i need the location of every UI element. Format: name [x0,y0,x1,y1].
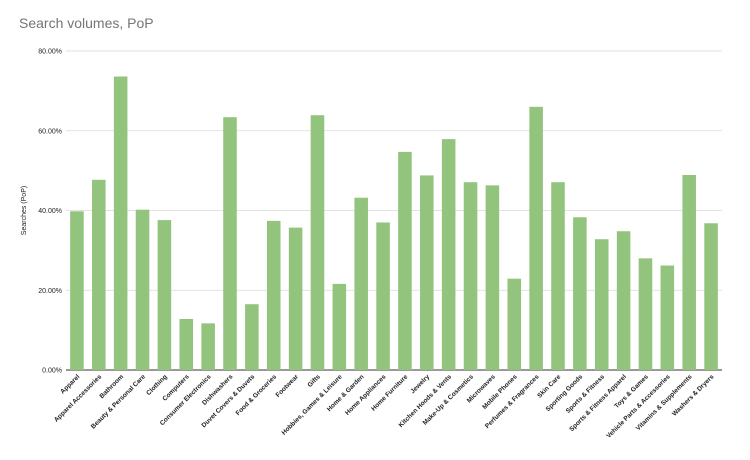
bar [485,185,500,370]
bar [376,222,390,370]
y-axis-ticks: 0.00% 20.00% 40.00% 60.00% 80.00% [38,49,62,375]
bar [310,115,325,370]
bar [529,106,543,370]
x-category-label: Home Appliances [344,373,388,417]
bar-series [70,76,718,371]
x-category-label: Sports & Fitness [565,373,607,415]
bar [179,318,194,370]
bar [463,182,478,370]
chart-title: Search volumes, PoP [19,15,154,31]
x-category-label: Jewelry [409,373,431,395]
bar [266,220,281,370]
y-tick-label: 80.00% [38,49,62,56]
bar [704,223,718,370]
bar [354,197,368,370]
bar [332,283,347,370]
bar [201,323,215,370]
x-category-label: Food & Groceries [235,373,279,417]
y-tick-label: 60.00% [38,128,62,135]
bar [638,258,653,370]
bar [573,217,587,370]
x-category-label: Footwear [275,373,301,399]
bar [682,175,696,370]
gridlines [66,50,722,371]
bar [660,265,675,370]
bar [398,151,412,370]
bar [245,304,259,370]
bar [616,231,631,370]
bar [135,209,150,370]
x-category-label: Washers & Dryers [671,373,716,418]
bar [288,227,303,370]
bar [594,239,609,370]
bar [441,139,456,370]
bar [92,179,106,370]
y-tick-label: 20.00% [38,288,62,295]
y-tick-label: 40.00% [38,208,62,215]
y-axis-title: Searches (PoP) [21,186,28,235]
bar [507,278,522,370]
bar [223,117,237,370]
bar [157,220,172,370]
bar [420,175,434,370]
bar [113,76,128,371]
bar [70,211,84,370]
bar [551,182,565,370]
x-category-label: Gifts [306,373,322,389]
y-tick-label: 0.00% [42,368,62,375]
